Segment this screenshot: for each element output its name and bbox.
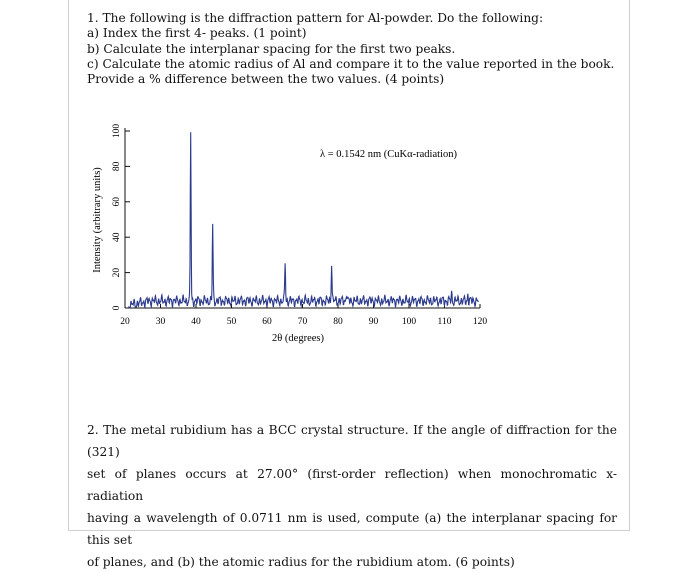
question-2-line: 2. The metal rubidium has a BCC crystal … — [87, 423, 617, 459]
y-tick-label: 40 — [112, 232, 122, 242]
y-tick-label: 100 — [112, 124, 122, 139]
x-tick-label: 90 — [369, 317, 379, 327]
x-axis-label: 2θ (degrees) — [272, 333, 324, 344]
x-tick-label: 20 — [120, 317, 130, 327]
page-frame — [68, 0, 630, 531]
x-tick-label: 40 — [191, 317, 201, 327]
x-tick-label: 120 — [473, 317, 488, 327]
y-tick-label: 80 — [112, 161, 122, 171]
question-2-line: of planes, and (b) the atomic radius for… — [87, 555, 515, 569]
x-tick-label: 30 — [156, 317, 166, 327]
y-axis-label: Intensity (arbitrary units) — [92, 167, 103, 273]
question-1-part-c: c) Calculate the atomic radius of Al and… — [87, 56, 615, 71]
y-tick-label: 0 — [112, 305, 122, 310]
diffraction-trace — [128, 132, 479, 310]
y-ticks: 0 20 40 60 80 100 — [112, 124, 130, 310]
question-1: 1. The following is the diffraction patt… — [87, 11, 615, 87]
question-1-line: Provide a % difference between the two v… — [87, 72, 445, 87]
x-tick-label: 60 — [262, 317, 272, 327]
x-tick-label: 80 — [333, 317, 343, 327]
question-1-part-b: b) Calculate the interplanar spacing for… — [87, 41, 456, 56]
x-tick-label: 70 — [298, 317, 308, 327]
x-tick-label: 100 — [402, 317, 417, 327]
x-tick-label: 50 — [227, 317, 237, 327]
y-tick-label: 20 — [112, 268, 122, 278]
question-2-line: set of planes occurs at 27.00° (first-or… — [87, 467, 617, 503]
diffraction-chart: 0 20 40 60 80 100 20 30 40 50 60 70 80 90 100 110 120 I… — [92, 124, 487, 344]
question-2: 2. The metal rubidium has a BCC crystal … — [87, 419, 617, 573]
x-ticks: 20 30 40 50 60 70 80 90 100 110 120 — [120, 304, 487, 327]
y-tick-label: 60 — [112, 197, 122, 207]
question-1-line: 1. The following is the diffraction patt… — [87, 11, 544, 25]
question-2-line: having a wavelength of 0.0711 nm is used… — [87, 511, 617, 547]
wavelength-annotation: λ = 0.1542 nm (CuKα-radiation) — [320, 149, 457, 160]
question-1-part-a: a) Index the first 4- peaks. (1 point) — [87, 26, 307, 41]
x-tick-label: 110 — [438, 317, 452, 327]
